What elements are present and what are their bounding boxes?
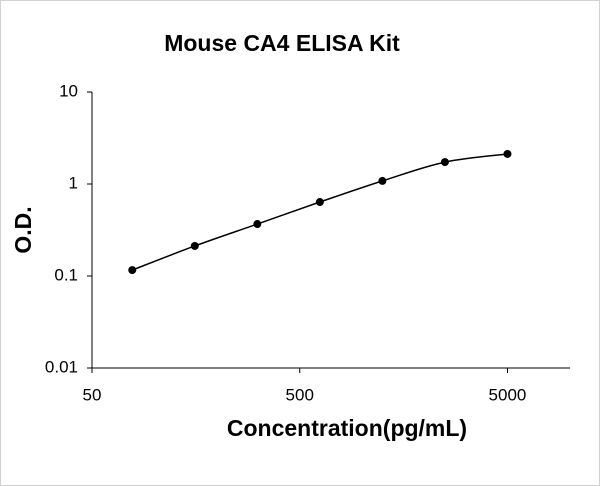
chart-title: Mouse CA4 ELISA Kit [164,30,400,56]
x-tick-label: 5000 [489,385,527,404]
data-point [378,176,387,185]
y-axis-label: O.D. [10,206,36,253]
y-tick-label: 1 [69,173,78,192]
x-axis-label: Concentration(pg/mL) [227,415,467,441]
y-tick-label: 10 [59,81,78,100]
data-point [440,158,449,167]
x-tick-label: 500 [286,385,314,404]
y-tick-label: 0.01 [45,357,78,376]
data-point [128,266,137,275]
data-point [315,198,324,207]
x-tick-label: 50 [83,385,102,404]
data-point [253,220,262,229]
data-point [190,241,199,250]
data-point [503,149,512,158]
y-tick-label: 0.1 [54,265,78,284]
